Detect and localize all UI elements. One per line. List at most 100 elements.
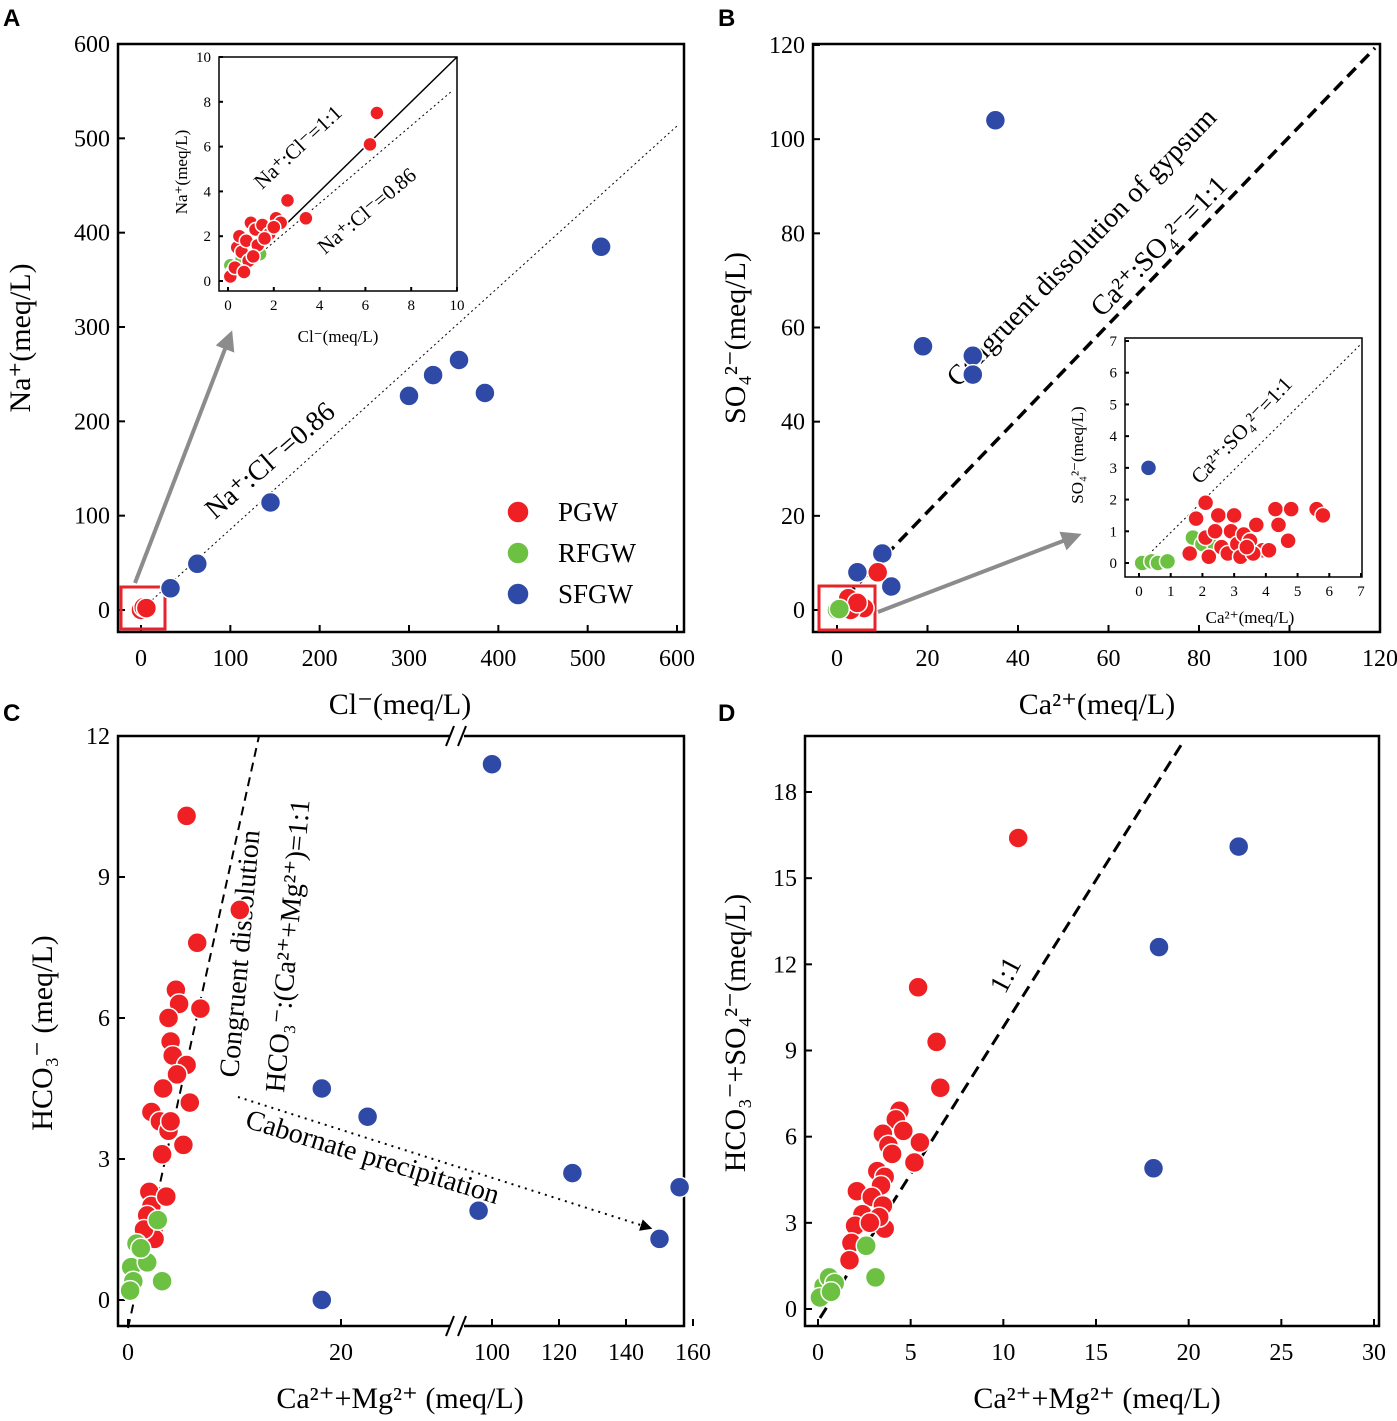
point-pgw xyxy=(298,210,314,227)
zoom-box xyxy=(817,584,877,632)
x-tick-label: 8 xyxy=(407,298,415,314)
point-pgw xyxy=(1238,538,1256,556)
point-sfgw xyxy=(159,577,182,600)
point-pgw xyxy=(846,592,869,614)
y-tick-label: 0 xyxy=(1110,556,1118,572)
panel-d: 0 3 6 9 12 15 18 0 5 10 15 20 25 30 1:1 Ca²⁺+Mg²⁺ (me… xyxy=(719,734,1386,1415)
point-sfgw xyxy=(561,1162,584,1184)
x-axis-label: Ca²⁺+Mg²⁺ (meq/L) xyxy=(973,1382,1220,1415)
congruent-label: Congruent dissolution xyxy=(214,829,267,1079)
point-sfgw xyxy=(474,382,496,404)
point-sfgw xyxy=(590,236,612,258)
point-pgw xyxy=(135,597,158,619)
x-tick-label: 3 xyxy=(1230,584,1238,600)
x-axis-label: Ca²⁺(meq/L) xyxy=(1019,688,1175,721)
inset-y-label: Na⁺(meq/L) xyxy=(172,130,191,215)
point-pgw xyxy=(236,264,252,280)
ratio-label: Ca²⁺:SO₄²⁻=1:1 xyxy=(1085,170,1234,323)
y-axis-label: HCO₃⁻ (meq/L) xyxy=(26,935,59,1130)
y-tick-label: 12 xyxy=(86,724,110,750)
x-tick-label: 400 xyxy=(480,646,516,672)
y-tick-label: 2 xyxy=(1110,493,1118,509)
y-tick-label: 9 xyxy=(785,1039,797,1065)
point-sfgw xyxy=(1148,936,1170,958)
ratio-label: HCO₃⁻:(Ca²⁺+Mg²⁺)=1:1 xyxy=(260,798,316,1093)
point-pgw xyxy=(866,561,889,584)
x-tick-label: 140 xyxy=(608,1340,644,1366)
point-sfgw xyxy=(1227,835,1250,858)
x-tick-label: 160 xyxy=(675,1340,711,1366)
y-tick-label: 100 xyxy=(769,127,805,153)
point-pgw xyxy=(838,1249,861,1271)
y-tick-label: 3 xyxy=(785,1211,797,1237)
legend: PGW RFGW SFGW xyxy=(506,497,637,609)
y-tick-label: 0 xyxy=(793,598,805,624)
x-tick-label: 0 xyxy=(1135,584,1143,600)
point-pgw xyxy=(1282,500,1300,518)
point-pgw xyxy=(151,1143,173,1166)
y-tick-label: 400 xyxy=(74,221,110,247)
y-tick-label: 9 xyxy=(98,865,110,891)
point-rfgw xyxy=(864,1266,887,1289)
axis-break-bottom xyxy=(457,1315,467,1337)
point-pgw xyxy=(1206,522,1224,541)
point-sfgw xyxy=(448,349,470,371)
panel-d-frame xyxy=(803,734,1381,1328)
x-tick-label: 0 xyxy=(831,646,843,672)
inset-line-1to1 xyxy=(1137,344,1361,566)
point-pgw xyxy=(1007,827,1029,849)
x-tick-label: 120 xyxy=(541,1340,577,1366)
y-tick-label: 0 xyxy=(204,274,212,290)
x-tick-label: 7 xyxy=(1357,584,1365,600)
point-sfgw xyxy=(259,491,282,514)
panel-label-a: A xyxy=(3,5,20,32)
point-pgw xyxy=(369,105,385,121)
point-pgw xyxy=(909,1131,931,1154)
y-tick-label: 60 xyxy=(781,316,805,342)
y-tick-label: 4 xyxy=(1110,429,1118,445)
point-pgw xyxy=(1266,500,1285,518)
panel-b-frame xyxy=(811,42,1382,634)
y-tick-label: 200 xyxy=(74,409,110,435)
point-rfgw xyxy=(130,1237,152,1260)
ratio-label: 1:1 xyxy=(984,952,1028,998)
x-tick-label: 6 xyxy=(362,298,370,314)
y-tick-label: 2 xyxy=(204,229,212,245)
x-tick-label: 100 xyxy=(212,646,248,672)
point-pgw xyxy=(266,219,282,235)
panel-label-c: C xyxy=(3,700,20,727)
point-pgw xyxy=(159,1110,182,1133)
y-tick-label: 5 xyxy=(1110,397,1118,413)
x-tick-label: 5 xyxy=(1294,584,1302,600)
point-pgw xyxy=(925,1031,948,1053)
panel-a-frame xyxy=(116,42,686,634)
point-pgw xyxy=(1180,544,1199,563)
x-tick-label: 20 xyxy=(329,1340,353,1366)
x-tick-label: 0 xyxy=(812,1340,824,1366)
y-tick-label: 3 xyxy=(98,1147,110,1173)
x-tick-label: 2 xyxy=(1199,584,1207,600)
point-pgw xyxy=(189,997,212,1020)
x-tick-label: 5 xyxy=(905,1340,917,1366)
x-tick-label: 120 xyxy=(1362,646,1397,672)
point-sfgw xyxy=(467,1199,490,1222)
x-tick-label: 40 xyxy=(1006,646,1030,672)
point-pgw xyxy=(1196,493,1215,512)
point-pgw xyxy=(157,1007,180,1029)
axis-break-bottom xyxy=(445,1315,455,1337)
panel-label-d: D xyxy=(718,700,735,727)
point-sfgw xyxy=(481,753,503,775)
ratio-line-1to1 xyxy=(127,735,260,1329)
y-tick-label: 15 xyxy=(773,866,797,892)
point-sfgw xyxy=(1142,1157,1165,1180)
point-sfgw xyxy=(311,1077,333,1100)
y-tick-label: 6 xyxy=(785,1125,797,1151)
x-tick-label: 0 xyxy=(122,1340,134,1366)
x-tick-label: 4 xyxy=(316,298,324,314)
y-tick-label: 500 xyxy=(74,126,110,152)
point-rfgw xyxy=(820,1281,842,1303)
point-pgw xyxy=(152,1077,174,1100)
